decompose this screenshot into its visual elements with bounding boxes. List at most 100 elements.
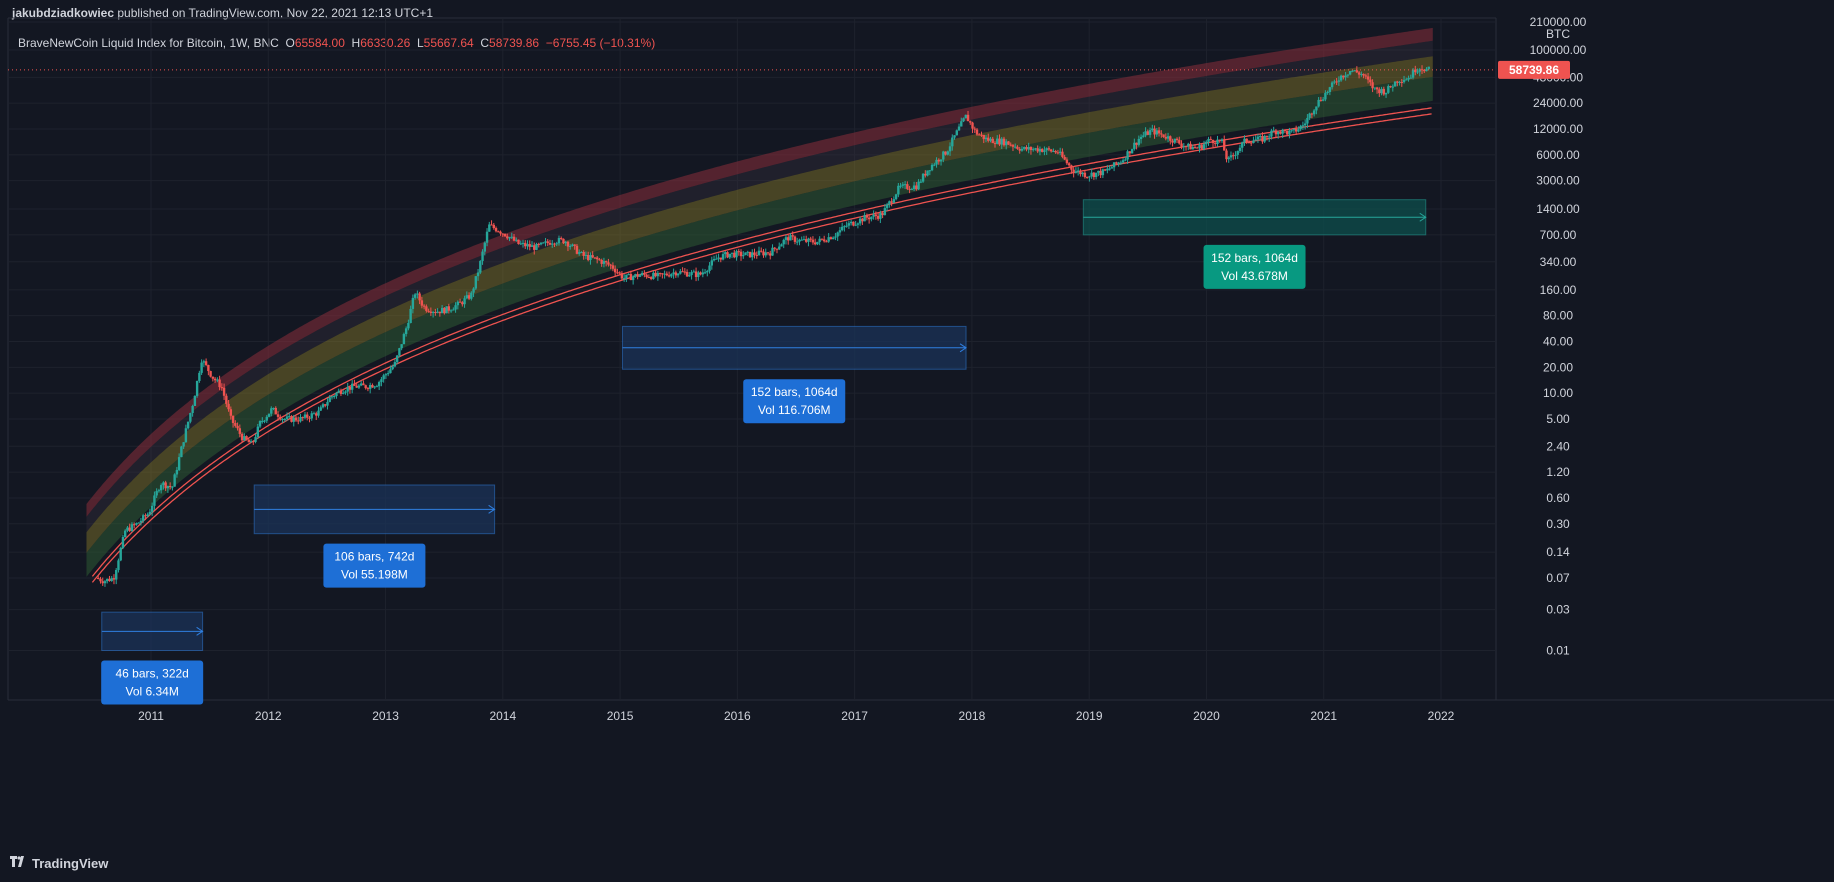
candle-body <box>168 486 172 488</box>
candle-body <box>1072 169 1075 173</box>
candle-body <box>202 361 206 363</box>
candle-body <box>867 217 871 220</box>
low-value: 55667.64 <box>423 36 474 50</box>
candle-body <box>910 189 914 191</box>
candle-body <box>465 295 469 299</box>
candle-body <box>908 188 911 190</box>
candle-body <box>533 245 536 250</box>
candle-body <box>935 159 938 165</box>
candle-body <box>422 305 426 307</box>
candle-body <box>162 482 165 486</box>
candle-body <box>742 255 745 257</box>
candle-body <box>1079 170 1082 175</box>
candle-body <box>144 515 147 517</box>
candle-body <box>1366 76 1370 80</box>
candle-body <box>1110 167 1114 169</box>
candle-body <box>1005 141 1008 146</box>
candle-body <box>735 251 738 258</box>
candle-body <box>479 261 482 273</box>
candle-body <box>553 243 556 245</box>
candle-body <box>283 419 286 421</box>
measure-tool[interactable]: 152 bars, 1064d Vol 43.678M <box>1082 199 1427 289</box>
candle-body <box>1054 151 1057 153</box>
candle-body <box>530 245 534 247</box>
candle-body <box>447 306 451 311</box>
candle-body <box>638 275 642 277</box>
candle-body <box>1162 134 1165 138</box>
candle-body <box>577 252 581 254</box>
measure-bars-label: 106 bars, 742d <box>334 550 414 564</box>
candle-body <box>800 239 803 241</box>
candle-body <box>595 257 599 260</box>
measure-tool[interactable]: 106 bars, 742d Vol 55.198M <box>253 484 496 588</box>
candle-body <box>616 272 619 274</box>
candle-body <box>1423 69 1426 72</box>
candle-body <box>198 372 201 381</box>
candle-body <box>204 361 208 366</box>
current-price-label: 58739.86 <box>1509 63 1559 77</box>
measurements[interactable]: 46 bars, 322d Vol 6.34M 106 bars, 742d Vol … <box>101 199 1427 705</box>
candle-body <box>292 417 295 422</box>
candle-body <box>344 391 347 393</box>
measure-volume-label: Vol 55.198M <box>341 568 408 582</box>
candle-body <box>1146 131 1150 135</box>
candle-body <box>324 404 327 406</box>
candle-body <box>602 261 606 264</box>
candle-body <box>398 348 401 356</box>
y-tick-label: 24000.00 <box>1533 96 1583 110</box>
y-tick-label: 10.00 <box>1543 386 1573 400</box>
measure-bars-label: 46 bars, 322d <box>115 666 188 680</box>
candle-body <box>1425 68 1428 72</box>
author-name[interactable]: jakubdziadkowiec <box>12 6 115 20</box>
candle-body <box>793 236 797 242</box>
candle-body <box>676 273 680 276</box>
candle-body <box>1211 139 1215 144</box>
candle-body <box>285 416 289 420</box>
measure-bars-label: 152 bars, 1064d <box>751 385 838 399</box>
candle-body <box>1342 75 1345 78</box>
candle-body <box>831 237 835 240</box>
candle-body <box>146 514 149 517</box>
candle-body <box>1178 140 1181 144</box>
change-value: −6755.45 (−10.31%) <box>545 36 656 50</box>
candle-body <box>1002 138 1006 146</box>
x-tick-label: 2022 <box>1428 709 1455 723</box>
candle-body <box>1346 74 1350 76</box>
candle-body <box>319 407 322 411</box>
candle-body <box>613 268 617 273</box>
measure-tool[interactable]: 152 bars, 1064d Vol 116.706M <box>621 325 967 424</box>
candle-body <box>973 128 976 130</box>
candle-body <box>778 246 781 250</box>
candle-body <box>1014 146 1017 148</box>
candle-body <box>508 237 511 239</box>
candle-body <box>796 241 799 243</box>
candle-body <box>699 272 702 275</box>
candle-body <box>519 243 522 245</box>
candle-body <box>1414 69 1417 73</box>
candle-body <box>1245 138 1248 143</box>
candle-body <box>546 241 549 243</box>
currency-label: BTC <box>1546 27 1570 41</box>
candle-body <box>315 413 318 416</box>
symbol-name[interactable]: BraveNewCoin Liquid Index for Bitcoin, 1… <box>18 36 279 50</box>
candle-body <box>1232 155 1235 157</box>
candle-body <box>1092 172 1096 178</box>
candle-body <box>643 273 646 275</box>
publish-info: published on TradingView.com, Nov 22, 20… <box>117 6 434 20</box>
candle-body <box>1299 125 1302 130</box>
axes[interactable]: 210000.00100000.0048000.0024000.0012000.… <box>8 15 1587 723</box>
candle-body <box>802 239 806 241</box>
measure-tool[interactable]: 46 bars, 322d Vol 6.34M <box>101 611 204 705</box>
candle-body <box>220 387 224 389</box>
footer-brand: TradingView <box>10 856 108 871</box>
candle-body <box>933 164 936 166</box>
candle-body <box>822 239 826 242</box>
candle-body <box>966 114 970 122</box>
candle-body <box>769 253 772 256</box>
candle-body <box>1256 136 1260 140</box>
footer-brand-text[interactable]: TradingView <box>32 856 109 871</box>
candle-body <box>1025 147 1028 150</box>
candle-body <box>674 272 678 276</box>
x-tick-label: 2013 <box>372 709 399 723</box>
